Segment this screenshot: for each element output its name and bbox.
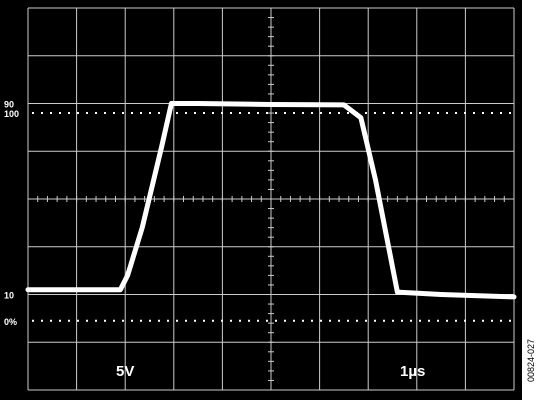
trace-point bbox=[197, 102, 199, 105]
trace-point bbox=[396, 291, 399, 293]
level-label-90: 90 bbox=[4, 100, 14, 110]
level-label-10: 10 bbox=[4, 291, 14, 301]
trace-point bbox=[27, 288, 29, 291]
time-per-div-label: 1µs bbox=[400, 363, 425, 380]
figure-code: 00824-027 bbox=[526, 339, 536, 382]
volts-per-div-label: 5V bbox=[116, 363, 134, 380]
trace-point bbox=[360, 117, 362, 119]
waveform-trace bbox=[25, 101, 517, 300]
center-axis-ticks bbox=[27, 7, 515, 391]
figure-code-area: 00824-027 bbox=[526, 339, 536, 382]
trace-point bbox=[440, 293, 442, 296]
trace-point bbox=[160, 145, 163, 148]
level-label-0pct: 0% bbox=[4, 317, 17, 327]
trace-series-0 bbox=[25, 101, 517, 300]
trace-point bbox=[513, 296, 515, 298]
level-label-100: 100 bbox=[4, 109, 19, 119]
trace-point bbox=[119, 288, 122, 291]
trace-point bbox=[126, 274, 129, 277]
trace-point bbox=[270, 103, 272, 106]
trace-point bbox=[374, 179, 377, 181]
trace-point bbox=[170, 102, 173, 105]
trace-point bbox=[343, 104, 345, 106]
trace-point bbox=[141, 226, 144, 229]
